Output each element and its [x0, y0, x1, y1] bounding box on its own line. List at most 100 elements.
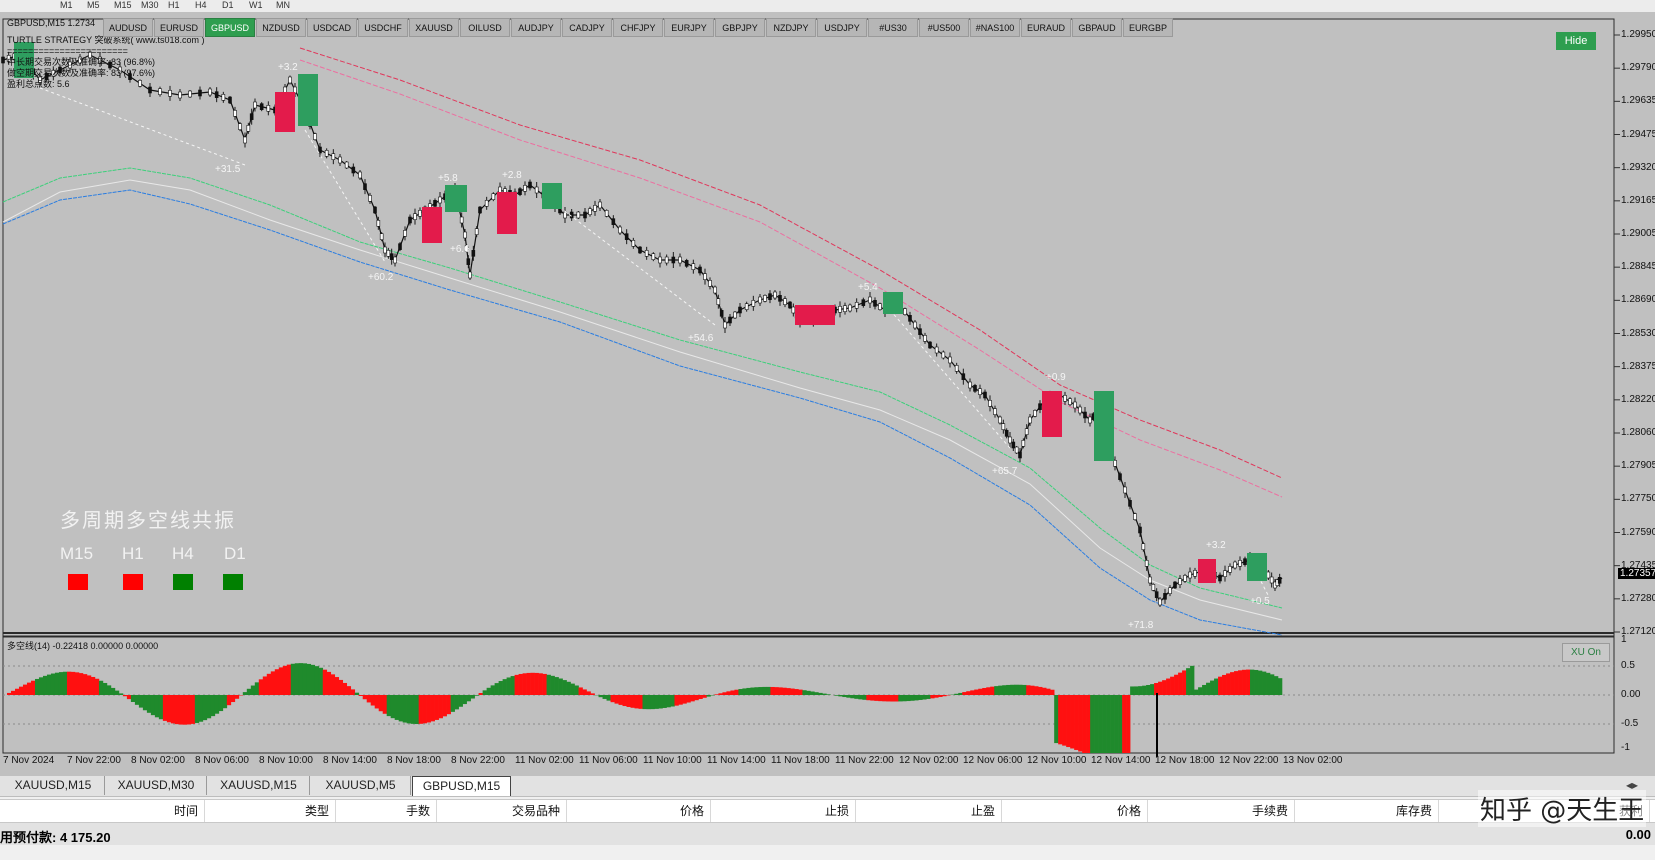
- candle-body: [214, 91, 219, 98]
- histogram-bar: [1050, 689, 1055, 695]
- histogram-bar: [1078, 695, 1083, 752]
- resonance-label-h1: H1: [122, 544, 144, 563]
- histogram-bar: [470, 695, 475, 699]
- histogram-bar: [842, 695, 847, 698]
- timeframe-button-w1[interactable]: W1: [249, 0, 263, 10]
- histogram-bar: [334, 677, 340, 695]
- symbol-button-xauusd[interactable]: XAUUSD: [409, 18, 459, 37]
- symbol-button-usdcad[interactable]: USDCAD: [307, 18, 357, 37]
- candle-body: [1, 56, 5, 64]
- histogram-bar: [18, 686, 24, 695]
- histogram-bar: [506, 677, 511, 695]
- symbol-button-gbpusd[interactable]: GBPUSD: [205, 18, 255, 37]
- candle-body: [233, 110, 237, 117]
- trade-column-header[interactable]: 手数: [336, 800, 437, 822]
- symbol-button-chfjpy[interactable]: CHFJPY: [613, 18, 663, 37]
- candle-body: [243, 136, 247, 144]
- chart-tab[interactable]: XAUUSD,M15: [208, 776, 310, 795]
- histogram-bar: [886, 695, 891, 702]
- candle-body: [1151, 584, 1156, 591]
- symbol-button-oilusd[interactable]: OILUSD: [460, 18, 510, 37]
- symbol-button-nzdusd[interactable]: NZDUSD: [256, 18, 306, 37]
- histogram-bar: [758, 687, 763, 695]
- timeframe-button-d1[interactable]: D1: [222, 0, 234, 10]
- candle-body: [1228, 566, 1232, 573]
- histogram-bar: [514, 674, 519, 695]
- trade-column-header[interactable]: 价格: [1002, 800, 1148, 822]
- histogram-bar: [934, 695, 939, 698]
- symbol-button-usdchf[interactable]: USDCHF: [358, 18, 408, 37]
- hide-button[interactable]: Hide: [1556, 32, 1596, 50]
- trade-column-header[interactable]: 手续费: [1148, 800, 1295, 822]
- trade-profit-label: +0.9: [1046, 372, 1066, 383]
- trade-profit-label: +2.8: [502, 170, 522, 181]
- timeframe-button-h4[interactable]: H4: [195, 0, 207, 10]
- chart-tab[interactable]: XAUUSD,M5: [311, 776, 411, 795]
- symbol-button-cadjpy[interactable]: CADJPY: [562, 18, 612, 37]
- candle-body: [1154, 591, 1159, 598]
- histogram-bar: [794, 689, 799, 695]
- timeframe-button-m30[interactable]: M30: [141, 0, 159, 10]
- trade-column-header[interactable]: 止盈: [856, 800, 1002, 822]
- histogram-bar: [718, 693, 723, 695]
- histogram-bar: [222, 695, 228, 709]
- chart-window[interactable]: [0, 12, 1655, 776]
- tab-nav-arrows-icon[interactable]: ◂▸: [1626, 778, 1639, 792]
- trend-segment: [39, 87, 246, 166]
- symbol-button-eurjpy[interactable]: EURJPY: [664, 18, 714, 37]
- symbol-button-euraud[interactable]: EURAUD: [1021, 18, 1071, 37]
- symbol-button-audjpy[interactable]: AUDJPY: [511, 18, 561, 37]
- chart-tab[interactable]: XAUUSD,M15: [2, 776, 105, 795]
- xu-toggle-button[interactable]: XU On: [1562, 643, 1610, 662]
- candle-body: [928, 341, 932, 349]
- symbol-button-gbpaud[interactable]: GBPAUD: [1072, 18, 1122, 37]
- time-tick-label: 11 Nov 06:00: [579, 755, 638, 766]
- timeframe-button-h1[interactable]: H1: [168, 0, 180, 10]
- histogram-bar: [838, 695, 843, 697]
- symbol-button-nas100[interactable]: #NAS100: [970, 18, 1020, 37]
- symbol-button-us500[interactable]: #US500: [919, 18, 969, 37]
- histogram-bar: [94, 678, 100, 695]
- histogram-bar: [1142, 685, 1147, 695]
- timeframe-button-m15[interactable]: M15: [114, 0, 132, 10]
- candle-body: [363, 183, 367, 190]
- histogram-bar: [322, 669, 328, 695]
- profit-value: 0.00: [1625, 827, 1651, 842]
- trade-column-header[interactable]: 时间: [0, 800, 205, 822]
- trade-column-header[interactable]: 价格: [567, 800, 711, 822]
- histogram-bar: [1070, 695, 1075, 749]
- histogram-bar: [410, 695, 415, 724]
- timeframe-button-m5[interactable]: M5: [87, 0, 100, 10]
- candle-body: [1269, 576, 1274, 584]
- trade-column-header[interactable]: 类型: [205, 800, 336, 822]
- timeframe-button-mn[interactable]: MN: [276, 0, 290, 10]
- trade-column-header[interactable]: 交易品种: [437, 800, 567, 822]
- symbol-button-us30[interactable]: #US30: [868, 18, 918, 37]
- trade-column-header[interactable]: 止损: [711, 800, 856, 822]
- symbol-button-gbpjpy[interactable]: GBPJPY: [715, 18, 765, 37]
- candle-body: [44, 73, 49, 80]
- timeframe-button-m1[interactable]: M1: [60, 0, 73, 10]
- histogram-bar: [550, 675, 555, 695]
- histogram-bar: [538, 673, 543, 695]
- chart-canvas[interactable]: [0, 12, 1655, 776]
- chart-tab[interactable]: XAUUSD,M30: [106, 776, 207, 795]
- candle-body: [459, 216, 464, 224]
- candle-body: [208, 88, 212, 96]
- strategy-info-panel: GBPUSD,M15 1.2734 TURTLE STRATEGY 突破系统( …: [7, 18, 205, 90]
- histogram-bar: [154, 695, 160, 718]
- symbol-button-usdjpy[interactable]: USDJPY: [817, 18, 867, 37]
- histogram-bar: [966, 691, 971, 695]
- resonance-indicator-d1: [223, 574, 243, 590]
- candle-body: [843, 305, 847, 312]
- trade-column-header[interactable]: 库存费: [1295, 800, 1439, 822]
- symbol-button-eurusd[interactable]: EURUSD: [154, 18, 204, 37]
- candle-body: [528, 181, 532, 189]
- histogram-bar: [226, 695, 232, 706]
- account-status-row: 用预付款: 4 175.20 0.00: [0, 823, 1655, 845]
- symbol-button-audusd[interactable]: AUDUSD: [103, 18, 153, 37]
- symbol-button-nzdjpy[interactable]: NZDJPY: [766, 18, 816, 37]
- symbol-button-eurgbp[interactable]: EURGBP: [1123, 18, 1173, 37]
- chart-tab[interactable]: GBPUSD,M15: [412, 776, 511, 796]
- candle-body: [588, 208, 592, 215]
